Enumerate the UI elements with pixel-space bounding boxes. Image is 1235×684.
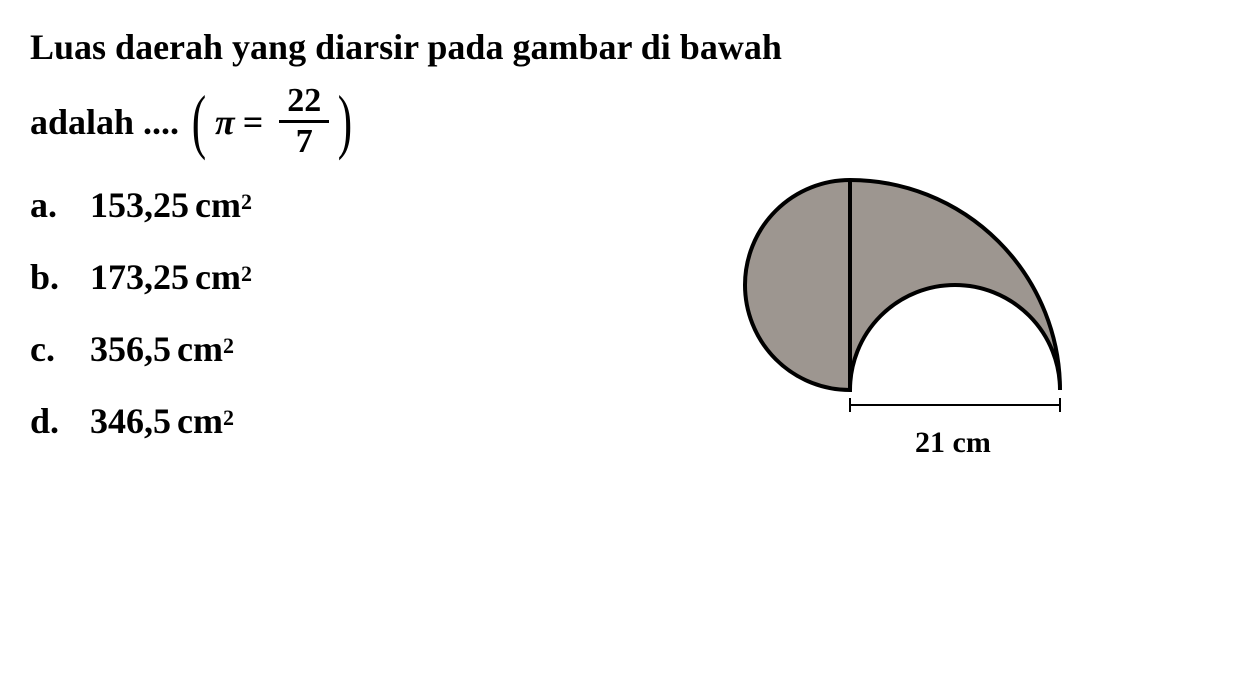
- option-number: 346,5: [90, 400, 171, 442]
- option-letter: d.: [30, 400, 90, 442]
- diagram-figure: 21 cm: [715, 130, 1135, 460]
- pi-content: π = 22 7: [211, 84, 333, 159]
- right-paren: ): [338, 93, 352, 151]
- option-unit: cm: [177, 328, 223, 370]
- shaded-region: [745, 180, 1060, 390]
- option-unit: cm: [195, 256, 241, 298]
- adalah-text: adalah ....: [30, 101, 179, 143]
- question-line1: Luas daerah yang diarsir pada gambar di …: [30, 20, 1205, 74]
- dimension-label: 21 cm: [915, 426, 991, 460]
- options-list: a. 153,25 cm 2 b. 173,25 cm 2 c. 356,5 c…: [30, 184, 252, 442]
- option-a: a. 153,25 cm 2: [30, 184, 252, 226]
- option-letter: b.: [30, 256, 90, 298]
- option-number: 173,25: [90, 256, 189, 298]
- option-unit: cm: [177, 400, 223, 442]
- option-value: 173,25 cm 2: [90, 256, 252, 298]
- option-b: b. 173,25 cm 2: [30, 256, 252, 298]
- option-number: 153,25: [90, 184, 189, 226]
- option-exponent: 2: [241, 261, 252, 287]
- fraction: 22 7: [279, 84, 329, 159]
- option-value: 153,25 cm 2: [90, 184, 252, 226]
- option-exponent: 2: [223, 333, 234, 359]
- equals-sign: =: [243, 101, 264, 143]
- option-value: 346,5 cm 2: [90, 400, 234, 442]
- pi-expression: ( π = 22 7 ): [187, 84, 357, 159]
- fraction-numerator: 22: [279, 84, 329, 123]
- option-c: c. 356,5 cm 2: [30, 328, 252, 370]
- option-exponent: 2: [223, 405, 234, 431]
- pi-symbol: π: [215, 101, 235, 143]
- option-letter: c.: [30, 328, 90, 370]
- left-paren: (: [192, 93, 206, 151]
- fraction-denominator: 7: [288, 123, 321, 159]
- option-number: 356,5: [90, 328, 171, 370]
- option-value: 356,5 cm 2: [90, 328, 234, 370]
- geometry-svg: [715, 130, 1135, 460]
- option-letter: a.: [30, 184, 90, 226]
- option-unit: cm: [195, 184, 241, 226]
- option-d: d. 346,5 cm 2: [30, 400, 252, 442]
- option-exponent: 2: [241, 189, 252, 215]
